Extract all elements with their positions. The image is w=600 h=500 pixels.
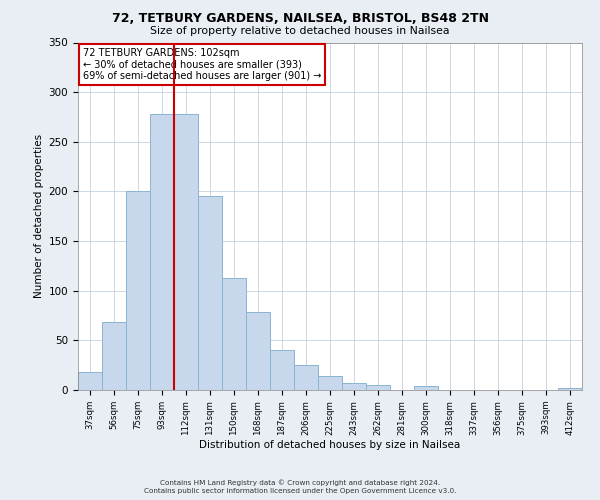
- Bar: [366, 385, 390, 390]
- Bar: [222, 278, 246, 390]
- Bar: [150, 114, 174, 390]
- Bar: [342, 383, 366, 390]
- Bar: [558, 388, 582, 390]
- X-axis label: Distribution of detached houses by size in Nailsea: Distribution of detached houses by size …: [199, 440, 461, 450]
- Bar: [174, 114, 198, 390]
- Text: 72 TETBURY GARDENS: 102sqm
← 30% of detached houses are smaller (393)
69% of sem: 72 TETBURY GARDENS: 102sqm ← 30% of deta…: [83, 48, 322, 81]
- Bar: [270, 350, 294, 390]
- Bar: [78, 372, 102, 390]
- Bar: [246, 312, 270, 390]
- Bar: [198, 196, 222, 390]
- Text: Contains HM Land Registry data © Crown copyright and database right 2024.
Contai: Contains HM Land Registry data © Crown c…: [144, 480, 456, 494]
- Y-axis label: Number of detached properties: Number of detached properties: [34, 134, 44, 298]
- Bar: [318, 376, 342, 390]
- Bar: [294, 365, 318, 390]
- Bar: [414, 386, 438, 390]
- Text: Size of property relative to detached houses in Nailsea: Size of property relative to detached ho…: [150, 26, 450, 36]
- Bar: [102, 322, 126, 390]
- Text: 72, TETBURY GARDENS, NAILSEA, BRISTOL, BS48 2TN: 72, TETBURY GARDENS, NAILSEA, BRISTOL, B…: [112, 12, 488, 26]
- Bar: [126, 192, 150, 390]
